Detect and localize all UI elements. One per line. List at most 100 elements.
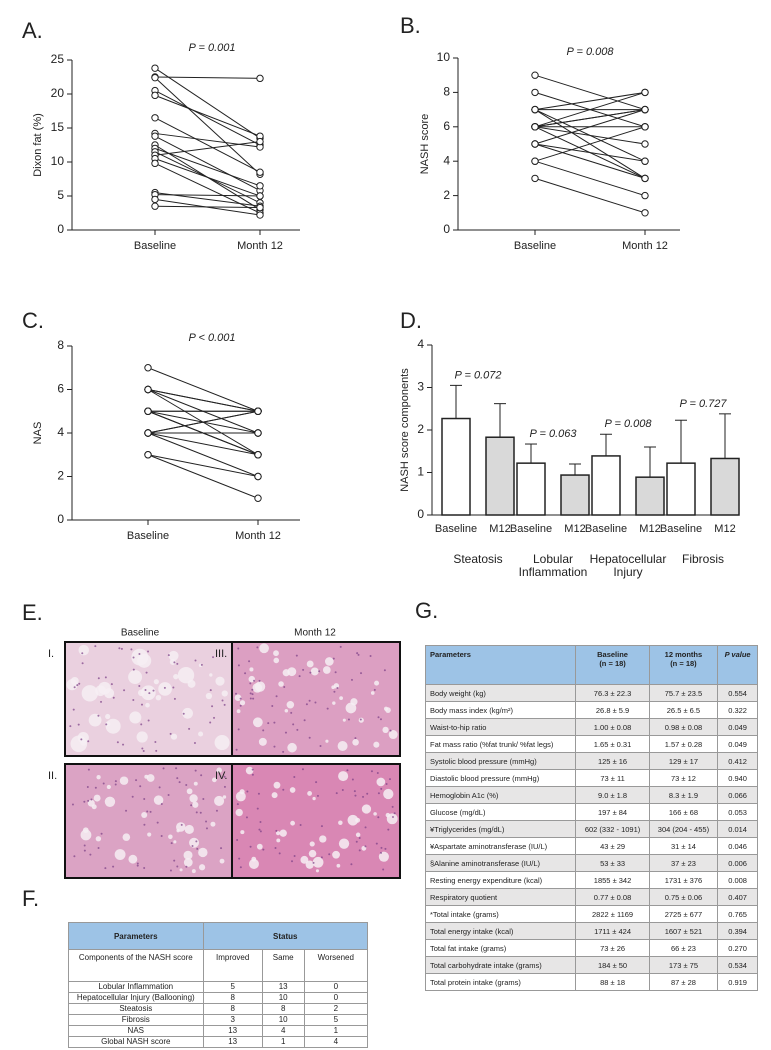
subject-point [531, 123, 539, 131]
vacuole [289, 787, 296, 793]
table-cell: 0.014 [717, 820, 758, 838]
header-cell: Parameters [424, 645, 577, 685]
nucleus [138, 684, 141, 687]
vacuole [378, 851, 389, 862]
vacuole [153, 795, 164, 805]
x-tick-label: Baseline [134, 240, 176, 252]
nucleus [200, 774, 203, 777]
y-axis-label: NASH score [419, 114, 431, 175]
nucleus [144, 688, 147, 691]
nucleus [223, 703, 226, 706]
group-label: Inflammation [519, 565, 588, 579]
nucleus [315, 781, 318, 784]
table-row: Resting energy expenditure (kcal) 1855 ± … [424, 871, 758, 889]
table-cell: *Total intake (grams) [424, 905, 577, 923]
vacuole [370, 691, 375, 695]
subject-point [641, 88, 649, 97]
vacuole [319, 835, 327, 843]
vacuole [66, 679, 78, 691]
nucleus [191, 845, 194, 848]
nucleus [253, 679, 256, 682]
nucleus [205, 827, 208, 830]
vacuole [183, 858, 193, 867]
vacuole [105, 713, 111, 720]
header-cell: 12 months (n = 18) [648, 645, 719, 685]
nucleus [132, 668, 135, 671]
nucleus [176, 865, 179, 868]
nucleus [376, 771, 379, 774]
nucleus [112, 865, 115, 868]
nucleus [380, 787, 383, 790]
nucleus [173, 697, 176, 700]
nucleus [299, 824, 302, 827]
vacuole [284, 709, 289, 713]
vacuole [275, 831, 281, 836]
nucleus [358, 837, 361, 840]
nucleus [278, 852, 281, 855]
subject-point [254, 429, 262, 437]
table-row: NAS 13 4 1 [68, 1025, 369, 1037]
table-cell: 8 [202, 992, 263, 1004]
nucleus [136, 864, 139, 867]
nucleus [237, 647, 240, 650]
table-cell: ¥Aspartate aminotransferase (IU/L) [424, 837, 577, 855]
vacuole [210, 821, 216, 827]
nucleus [148, 692, 151, 695]
vacuole [214, 795, 225, 806]
y-tick-label: 0 [417, 507, 424, 521]
subject-point [144, 429, 152, 437]
table-cell: Lobular Inflammation [68, 981, 204, 993]
table-cell: Fibrosis [68, 1014, 204, 1026]
nucleus [146, 810, 149, 813]
vacuole [350, 698, 358, 706]
table-cell: Total protein intake (grams) [424, 973, 577, 991]
nucleus [156, 821, 159, 824]
annotation: P = 0.008 [567, 46, 615, 58]
vacuole [119, 776, 129, 785]
nucleus [256, 807, 259, 810]
nucleus [237, 728, 240, 731]
bar [485, 436, 515, 516]
subject-line [154, 158, 261, 197]
nucleus [258, 679, 261, 682]
subject-line [154, 162, 261, 214]
y-tick-label: 20 [51, 86, 65, 100]
column-header: Baseline [121, 628, 160, 639]
nucleus [122, 743, 125, 746]
table-cell: 0.534 [717, 956, 758, 974]
subject-point [254, 451, 262, 459]
vacuole [169, 658, 176, 665]
vacuole [305, 860, 314, 869]
header-cell: Baseline (n = 18) [575, 645, 650, 685]
vacuole [373, 812, 377, 816]
nucleus [332, 657, 335, 660]
nucleus [364, 826, 367, 829]
y-tick-label: 0 [443, 222, 450, 236]
vacuole [144, 774, 149, 779]
vacuole [361, 804, 372, 814]
y-tick-label: 0 [57, 222, 64, 236]
vacuole [373, 741, 380, 748]
nucleus [328, 853, 331, 856]
subject-point [144, 407, 152, 415]
vacuole [179, 868, 183, 872]
nucleus [135, 779, 138, 782]
table-cell: 0.412 [717, 752, 758, 770]
vacuole [158, 682, 172, 696]
y-tick-label: 4 [417, 337, 424, 351]
subject-line [154, 194, 261, 197]
table-cell: 602 (332 - 1091) [575, 820, 650, 838]
nucleus [341, 789, 344, 792]
nucleus [239, 704, 242, 707]
nucleus [169, 869, 172, 872]
table-cell: 1855 ± 342 [575, 871, 650, 889]
nucleus [152, 689, 155, 692]
nucleus [259, 830, 262, 833]
nucleus [385, 782, 388, 785]
subject-point [641, 191, 649, 200]
nucleus [120, 647, 123, 650]
group-label: Lobular [533, 552, 573, 566]
vacuole [256, 843, 263, 850]
subject-line [534, 126, 646, 162]
